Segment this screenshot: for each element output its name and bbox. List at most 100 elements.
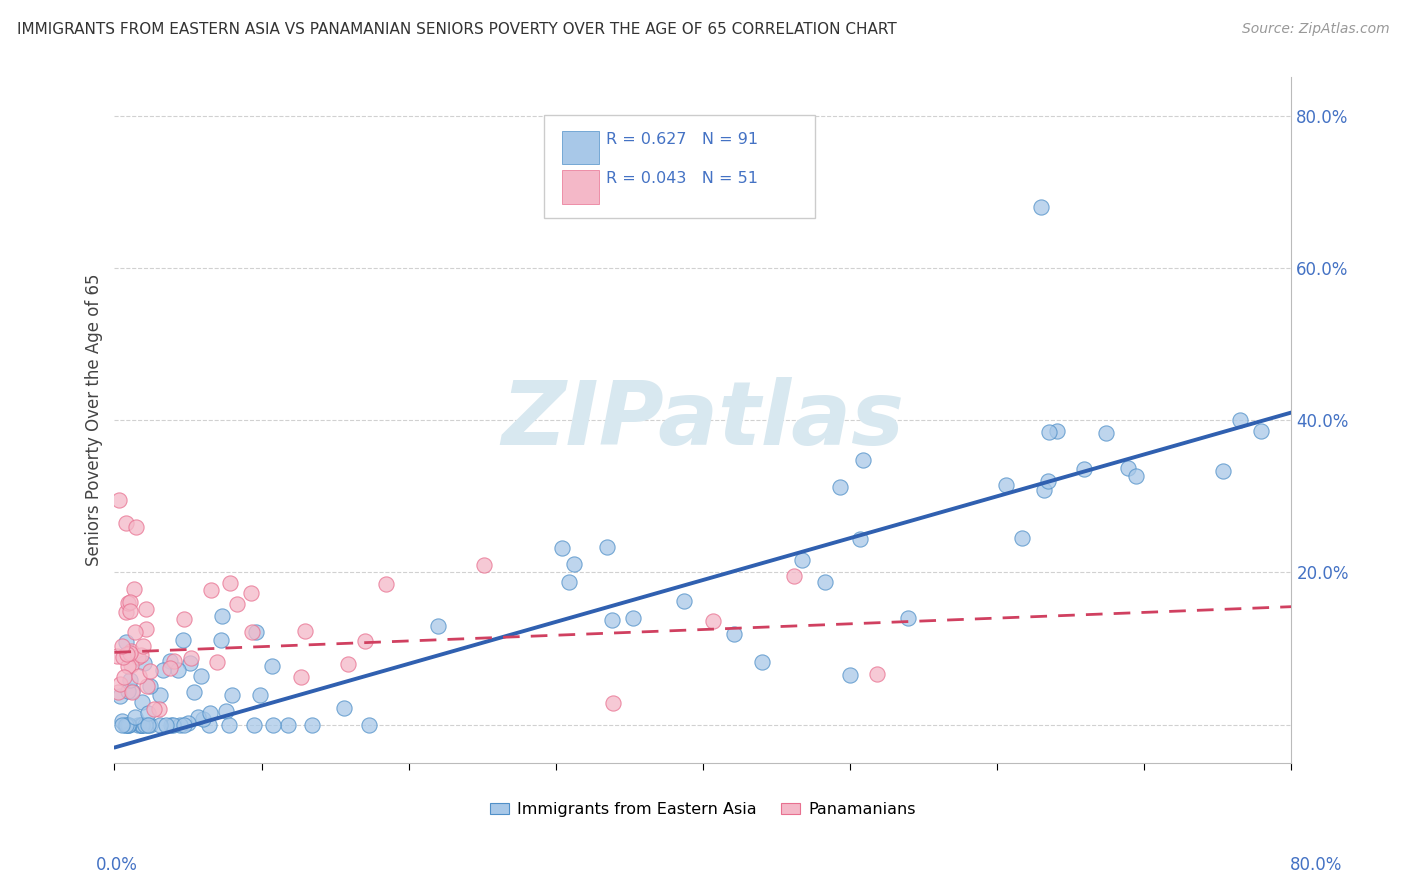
Point [190,669,212,683]
Point [149,717,172,731]
Point [159,660,181,674]
Point [120,604,142,618]
Point [115,516,138,530]
Point [1095,426,1118,441]
Point [111,717,134,731]
Point [792,553,814,567]
Point [249,689,271,703]
Point [162,717,184,731]
Point [211,609,233,624]
Point [149,688,172,702]
FancyBboxPatch shape [561,131,599,164]
Point [139,679,162,693]
Point [702,614,724,628]
Point [139,717,162,731]
Point [134,601,156,615]
Point [1116,461,1139,475]
Point [357,717,380,731]
Point [783,569,806,583]
Point [897,611,920,625]
Point [751,655,773,669]
Point [596,540,619,554]
Point [1038,425,1060,440]
Point [117,717,139,731]
Point [245,625,267,640]
Point [183,684,205,698]
Text: 80.0%: 80.0% [1291,856,1343,874]
Point [112,670,135,684]
Point [124,624,146,639]
Point [166,663,188,677]
Point [852,453,875,467]
Point [332,701,354,715]
Point [135,717,157,731]
Point [135,679,157,693]
Point [173,717,195,731]
Point [1073,461,1095,475]
Point [260,658,283,673]
Point [139,664,162,678]
Point [1031,200,1053,214]
Point [107,648,129,663]
Point [427,619,450,633]
Point [143,702,166,716]
Point [108,493,131,508]
Point [337,657,360,672]
Point [240,624,263,639]
Point [132,639,155,653]
Point [131,695,153,709]
Point [110,639,132,653]
Point [839,668,862,682]
Point [243,717,266,731]
Text: 0.0%: 0.0% [96,856,138,874]
Point [118,673,141,687]
Point [159,717,181,731]
Point [1250,424,1272,438]
Text: Source: ZipAtlas.com: Source: ZipAtlas.com [1241,22,1389,37]
Point [122,582,145,597]
FancyBboxPatch shape [561,170,599,203]
Point [110,714,132,728]
Point [128,669,150,683]
Point [600,613,623,627]
Point [209,632,232,647]
Point [173,611,195,625]
Point [557,575,579,590]
Point [131,717,153,731]
Point [121,685,143,699]
Text: ZIPatlas: ZIPatlas [502,376,904,464]
Text: R = 0.627   N = 91: R = 0.627 N = 91 [606,132,759,147]
Point [205,655,228,669]
Point [131,717,153,731]
Point [179,656,201,670]
Point [240,586,263,600]
Point [129,648,152,662]
Point [1011,531,1033,545]
Point [131,717,153,731]
Point [219,576,242,591]
Point [120,657,142,672]
Text: IMMIGRANTS FROM EASTERN ASIA VS PANAMANIAN SENIORS POVERTY OVER THE AGE OF 65 CO: IMMIGRANTS FROM EASTERN ASIA VS PANAMANI… [17,22,897,37]
Point [177,716,200,731]
Point [121,684,143,698]
Point [294,624,316,639]
Point [1033,483,1056,497]
Point [849,532,872,546]
Point [111,649,134,664]
Point [198,717,221,731]
Point [120,644,142,658]
Point [117,683,139,698]
Point [114,717,136,731]
Point [114,717,136,731]
Point [374,577,396,591]
Point [472,558,495,573]
Point [218,717,240,731]
Point [277,717,299,731]
Point [152,663,174,677]
Point [354,633,377,648]
Point [814,575,837,590]
Text: R = 0.043   N = 51: R = 0.043 N = 51 [606,171,758,186]
Point [107,685,129,699]
Point [134,717,156,731]
Point [301,717,323,731]
